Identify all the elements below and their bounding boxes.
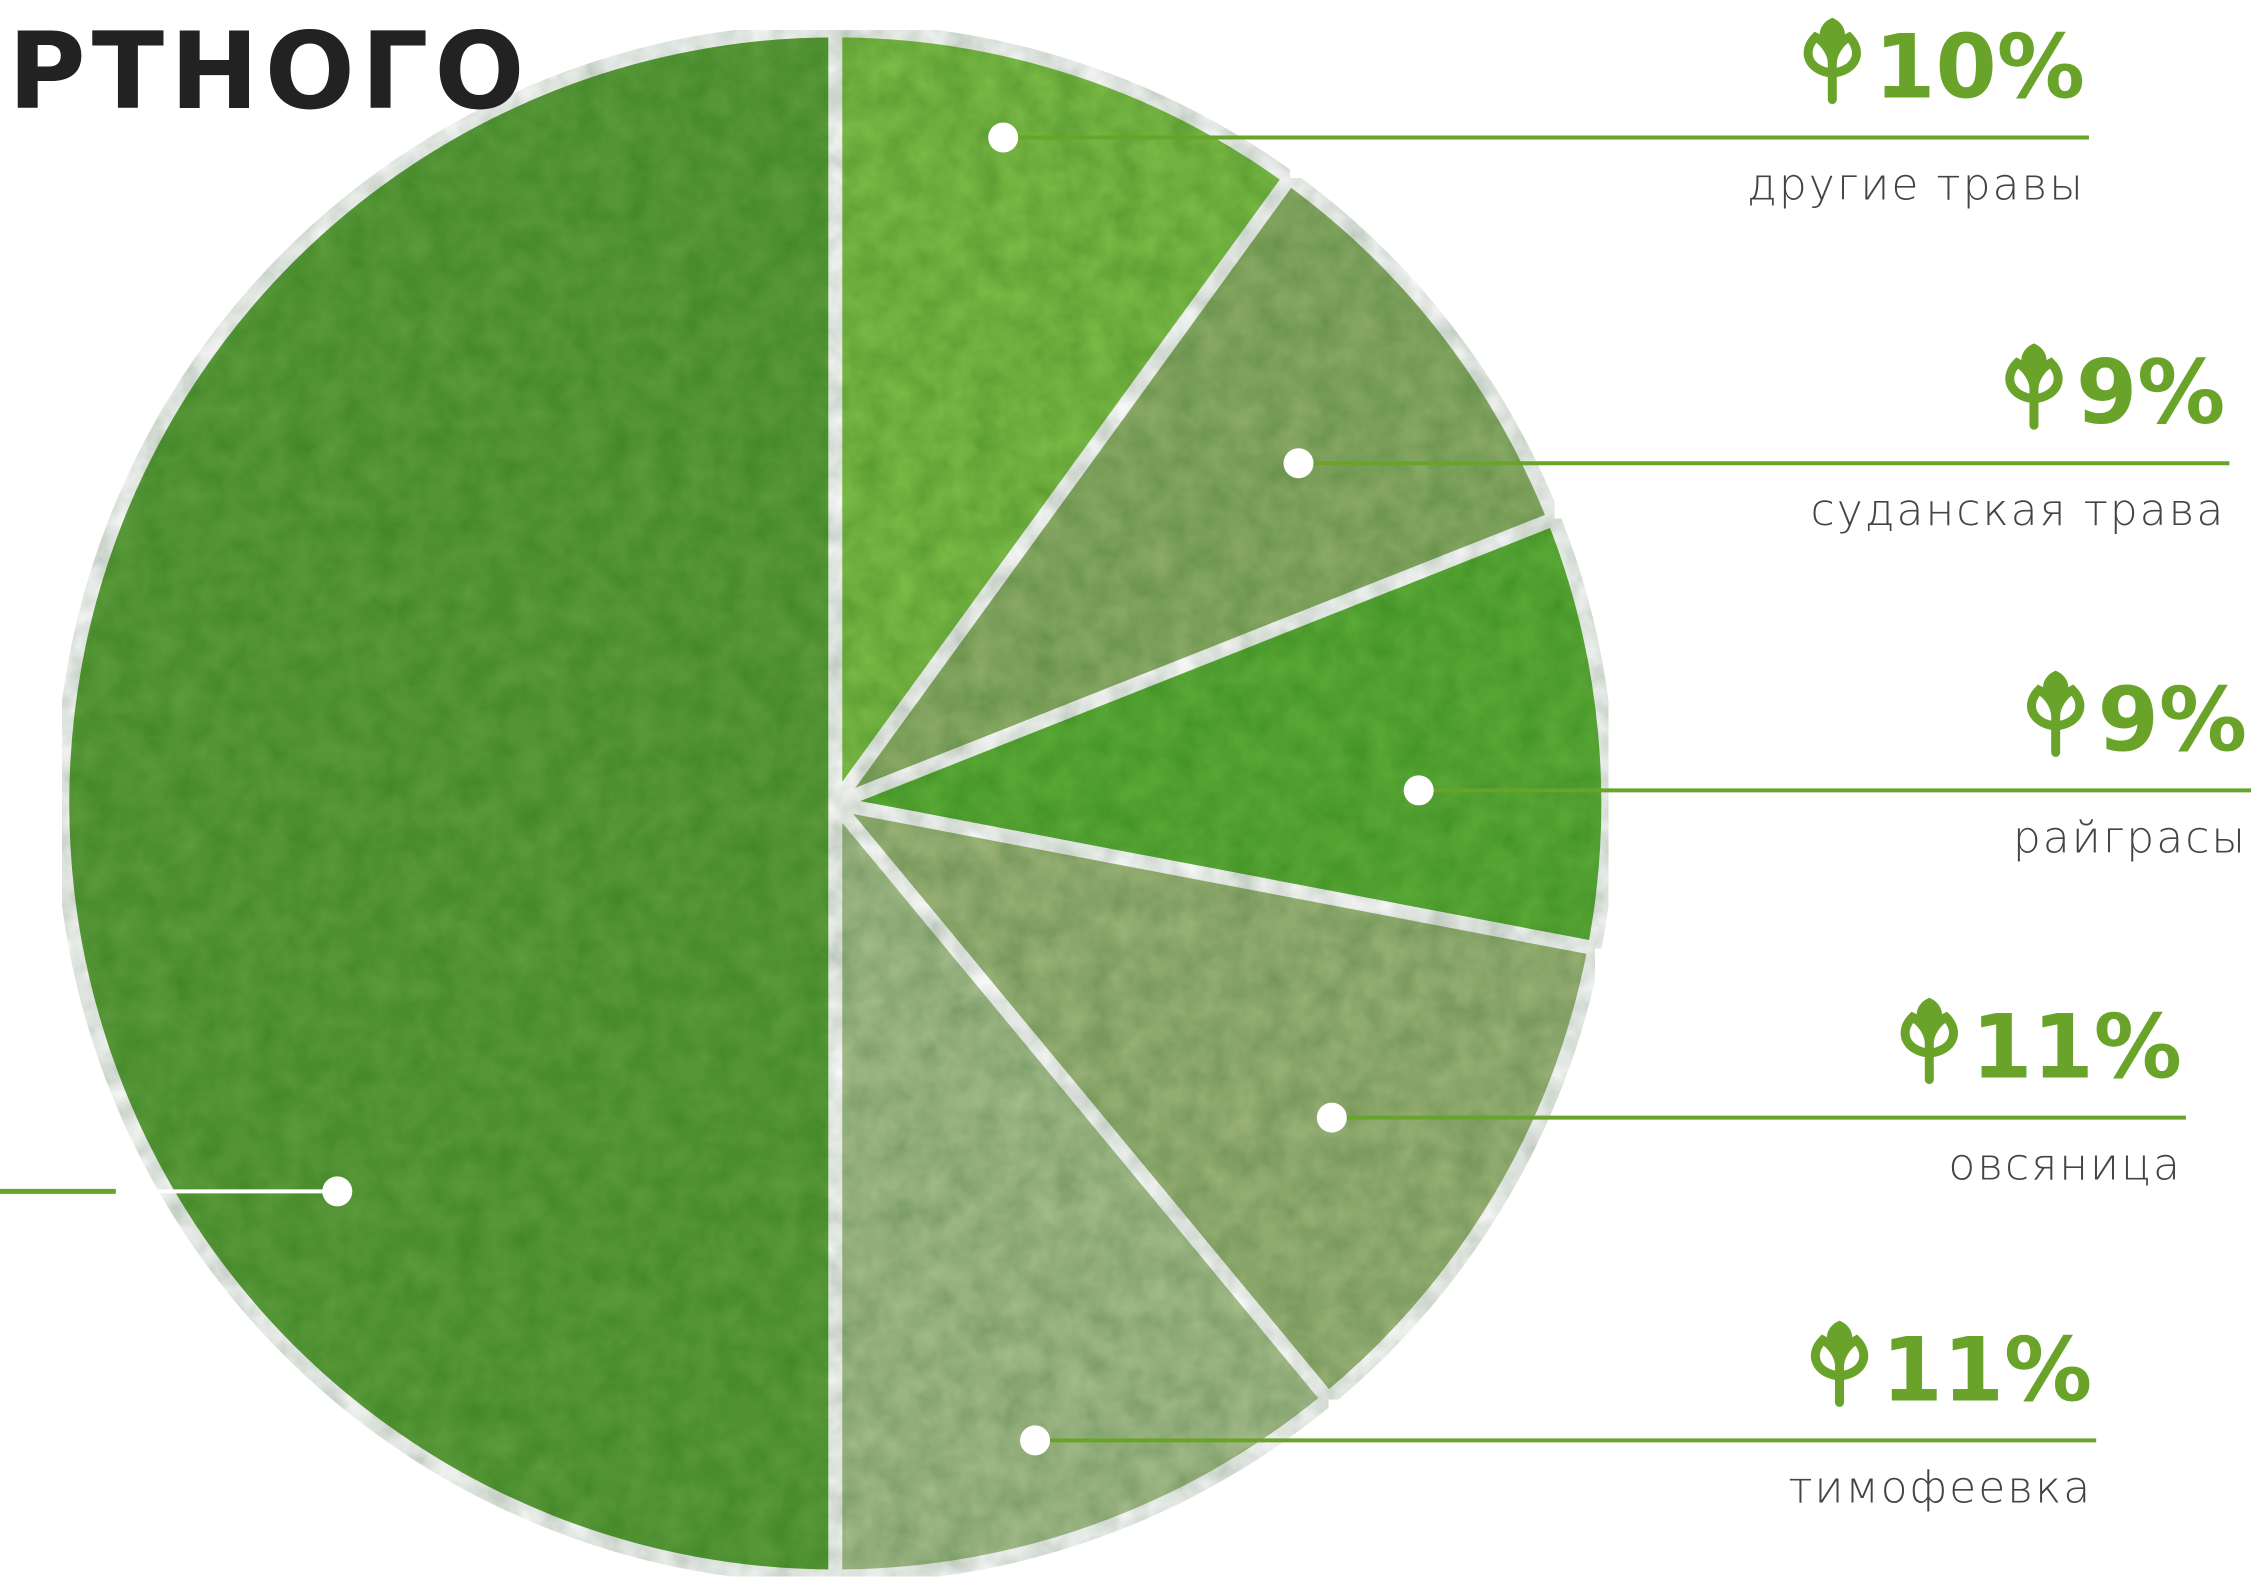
leaf-icon bbox=[1810, 1320, 1869, 1407]
category-label: овсяница bbox=[1948, 1140, 2182, 1191]
pie-slice bbox=[817, 792, 1603, 1409]
leaf-icon bbox=[1803, 17, 1861, 105]
value-label: 9% bbox=[2076, 341, 2225, 444]
value-label: 11% bbox=[1882, 1318, 2093, 1421]
value-label: 11% bbox=[1971, 996, 2182, 1099]
leader-dot bbox=[1403, 775, 1434, 806]
category-label: суданская трава bbox=[1811, 485, 2226, 536]
leaf-icon bbox=[2027, 670, 2085, 757]
chart-title: РТНОГО bbox=[8, 10, 530, 133]
value-label: 9% bbox=[2098, 668, 2247, 771]
pie-slice bbox=[828, 783, 1338, 1584]
pie-slice bbox=[828, 23, 1300, 825]
category-label: другие травы bbox=[1747, 160, 2085, 211]
leader-dot bbox=[1283, 448, 1314, 479]
value-label: 10% bbox=[1874, 16, 2085, 119]
category-label: райграсы bbox=[2013, 812, 2247, 863]
leader-dot bbox=[322, 1176, 353, 1207]
leader-dot bbox=[1316, 1102, 1347, 1133]
labels: 10% другие травы 9% суданская трава 9% райгра… bbox=[0, 16, 2252, 1513]
slices bbox=[55, 23, 1616, 1584]
category-label: тимофеевка bbox=[1788, 1462, 2092, 1513]
pie-slice bbox=[810, 509, 1616, 957]
pie-slice bbox=[55, 23, 843, 1584]
leaf-icon bbox=[2005, 343, 2063, 430]
leaf-icon bbox=[1900, 997, 1958, 1085]
pie-slice bbox=[815, 168, 1564, 819]
leader-dot bbox=[1020, 1425, 1051, 1456]
leader-dot bbox=[988, 122, 1019, 153]
